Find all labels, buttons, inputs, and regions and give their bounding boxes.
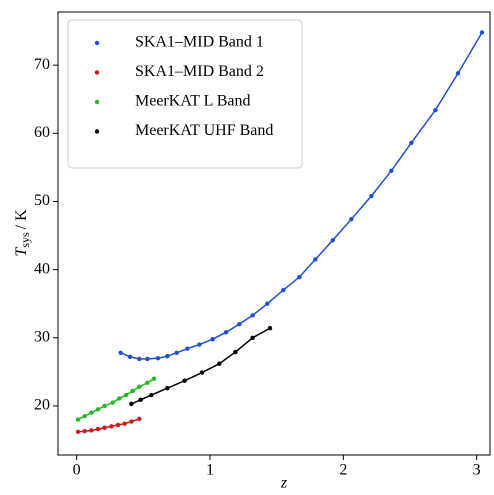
- series-point: [197, 342, 202, 347]
- legend-marker: [94, 129, 100, 134]
- series-point: [75, 429, 81, 435]
- y-tick-label: 70: [34, 56, 50, 73]
- series-point: [102, 403, 107, 409]
- x-tick-label: 0: [73, 462, 81, 479]
- legend-marker: [94, 40, 100, 46]
- y-tick-label: 50: [34, 192, 50, 209]
- y-label-main: T: [13, 247, 30, 257]
- series-point: [233, 349, 238, 355]
- series-point: [174, 350, 179, 355]
- series-point: [109, 424, 114, 429]
- series-point: [217, 361, 222, 366]
- series-point: [137, 356, 142, 362]
- series-point: [297, 274, 302, 280]
- plot-frame: [57, 11, 491, 456]
- series-point: [155, 356, 161, 361]
- series-point: [369, 193, 374, 199]
- series-point: [433, 107, 438, 113]
- series-line: [131, 327, 271, 405]
- legend-label: MeerKAT L Band: [135, 93, 251, 110]
- series-point: [137, 416, 142, 422]
- legend-label: SKA1–MID Band 2: [135, 63, 264, 80]
- series-point: [149, 392, 154, 398]
- y-axis-label: Tsys / K: [13, 209, 32, 257]
- series-point: [389, 168, 394, 173]
- legend-label: SKA1–MID Band 1: [135, 34, 264, 51]
- series-point: [129, 419, 134, 424]
- series-point: [145, 356, 150, 362]
- series-point: [127, 354, 133, 360]
- series-point: [89, 410, 94, 415]
- series-line: [77, 418, 140, 433]
- series-point: [185, 346, 190, 351]
- series-point: [130, 388, 135, 394]
- series-point: [118, 350, 123, 355]
- series-point: [281, 287, 286, 293]
- series-point: [115, 422, 121, 428]
- y-tick-label: 40: [34, 260, 50, 277]
- series-point: [82, 428, 87, 434]
- series-point: [479, 30, 485, 35]
- series-point: [267, 326, 273, 331]
- series-point: [165, 353, 170, 359]
- series-point: [82, 413, 87, 419]
- series-point: [145, 380, 150, 385]
- series-point: [250, 335, 255, 340]
- series-point: [313, 257, 318, 262]
- series-point: [117, 396, 122, 401]
- x-axis-label: z: [280, 475, 288, 492]
- series-point: [165, 386, 170, 391]
- series-point: [199, 370, 205, 375]
- y-tick-label: 30: [34, 328, 50, 345]
- series-point: [455, 71, 461, 76]
- series-point: [210, 336, 215, 342]
- y-tick-label: 60: [34, 124, 50, 141]
- x-tick-label: 1: [206, 462, 214, 479]
- legend-marker: [94, 99, 100, 105]
- series-point: [122, 421, 127, 426]
- x-tick-label: 3: [473, 462, 481, 479]
- series-point: [137, 384, 142, 390]
- y-tick-label: 20: [34, 397, 50, 414]
- x-tick-label: 2: [339, 462, 347, 479]
- series-point: [95, 426, 101, 432]
- y-label-sub: sys: [18, 232, 32, 248]
- series-point: [129, 401, 134, 407]
- series-point: [237, 321, 242, 327]
- series-point: [265, 301, 270, 306]
- series-point: [102, 425, 107, 430]
- series-point: [123, 392, 129, 398]
- series-point: [151, 376, 157, 381]
- series-point: [89, 428, 94, 433]
- series-point: [182, 378, 187, 383]
- legend-label: MeerKAT UHF Band: [135, 122, 273, 139]
- legend-box: [67, 19, 303, 169]
- series-point: [110, 400, 115, 405]
- series-point: [223, 330, 229, 335]
- series-point: [95, 407, 101, 412]
- series-point: [349, 216, 354, 222]
- series-point: [409, 140, 414, 146]
- series-point: [250, 313, 255, 318]
- series-point: [330, 238, 335, 243]
- series-point: [138, 397, 143, 402]
- legend-marker: [94, 70, 100, 75]
- series-point: [75, 417, 81, 422]
- y-label-unit: / K: [13, 209, 30, 229]
